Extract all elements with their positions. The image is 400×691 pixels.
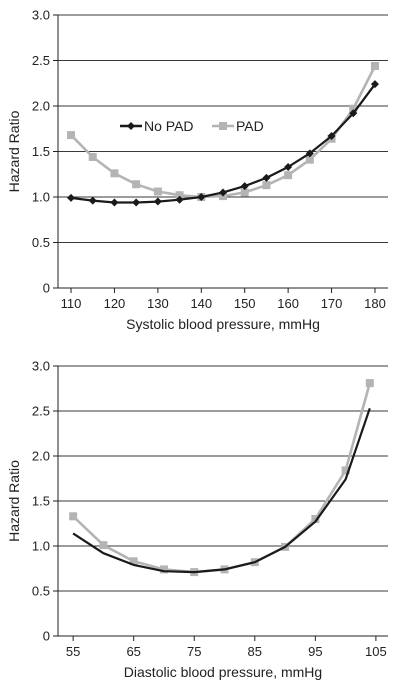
data-point bbox=[88, 152, 97, 161]
legend-marker bbox=[219, 122, 227, 130]
x-tick-label: 105 bbox=[365, 644, 387, 659]
data-point bbox=[349, 109, 358, 118]
y-tick-label: 0 bbox=[43, 281, 50, 296]
data-point bbox=[305, 149, 314, 158]
x-tick-label: 180 bbox=[364, 296, 386, 311]
series-pad bbox=[69, 379, 374, 577]
data-point bbox=[311, 515, 320, 523]
y-tick-label: 0 bbox=[43, 629, 50, 644]
x-tick-label: 130 bbox=[147, 296, 169, 311]
chart-diastolic: 0 0.5 1.0 1.5 2.0 2.5 3.0 55 65 75 85 95 105 Diastoli… bbox=[6, 359, 388, 680]
data-point bbox=[284, 162, 293, 171]
data-point bbox=[69, 512, 78, 521]
data-point bbox=[153, 187, 162, 196]
series-line bbox=[72, 407, 371, 574]
x-tick-label: 170 bbox=[321, 296, 343, 311]
x-tick-label: 160 bbox=[277, 296, 299, 311]
data-point bbox=[110, 198, 119, 207]
y-tick-label: 1.5 bbox=[32, 494, 50, 509]
data-point bbox=[175, 195, 184, 204]
series-line bbox=[70, 83, 376, 204]
x-axis-title: Diastolic blood pressure, mmHg bbox=[124, 664, 322, 680]
data-point bbox=[370, 80, 379, 89]
legend-item: No PAD bbox=[120, 118, 194, 134]
data-point bbox=[349, 104, 358, 113]
data-point bbox=[262, 181, 271, 190]
legend: No PAD PAD bbox=[120, 118, 264, 134]
gridlines bbox=[58, 14, 388, 243]
y-tick-label: 1.0 bbox=[32, 539, 50, 554]
x-tick-label: 120 bbox=[104, 296, 126, 311]
data-point bbox=[153, 197, 162, 206]
legend-item: PAD bbox=[212, 118, 264, 134]
x-tick-label: 150 bbox=[234, 296, 256, 311]
series-no-pad bbox=[67, 80, 379, 207]
data-point bbox=[132, 198, 141, 207]
data-point bbox=[219, 188, 227, 197]
series-pad bbox=[67, 61, 379, 201]
x-tick-label: 85 bbox=[248, 644, 262, 659]
data-point bbox=[284, 171, 293, 180]
series-line bbox=[72, 382, 372, 574]
data-point bbox=[67, 193, 76, 202]
legend-marker bbox=[127, 122, 135, 130]
data-point bbox=[305, 155, 314, 164]
y-tick-label: 2.0 bbox=[32, 99, 50, 114]
y-tick-label: 0.5 bbox=[32, 584, 50, 599]
data-point bbox=[240, 188, 249, 197]
data-point bbox=[197, 193, 206, 201]
data-point bbox=[262, 173, 271, 182]
series-no-pad bbox=[72, 407, 371, 574]
y-tick-label: 1.5 bbox=[32, 144, 50, 159]
data-point bbox=[341, 466, 350, 475]
y-tick-label: 2.5 bbox=[32, 53, 50, 68]
data-point bbox=[129, 557, 138, 566]
x-axis-title: Systolic blood pressure, mmHg bbox=[126, 316, 320, 332]
legend-label: No PAD bbox=[144, 118, 194, 134]
legend-label: PAD bbox=[236, 118, 264, 134]
gridlines bbox=[58, 365, 388, 592]
data-point bbox=[175, 191, 184, 200]
data-point bbox=[365, 379, 374, 388]
x-tick-label: 140 bbox=[190, 296, 212, 311]
x-tick-label: 75 bbox=[187, 644, 201, 659]
x-tick-label: 55 bbox=[66, 644, 80, 659]
y-tick-label: 3.0 bbox=[32, 8, 50, 23]
data-point bbox=[159, 565, 168, 574]
x-tick-label: 65 bbox=[126, 644, 140, 659]
data-point bbox=[132, 180, 141, 189]
chart-systolic: 0 0.5 1.0 1.5 2.0 2.5 3.0 110 120 130 140 150 160 170… bbox=[6, 8, 388, 332]
series-line bbox=[70, 65, 377, 199]
data-point bbox=[99, 541, 108, 550]
y-tick-label: 0.5 bbox=[32, 235, 50, 250]
y-axis-title: Hazard Ratio bbox=[6, 110, 22, 192]
y-axis-title: Hazard Ratio bbox=[6, 460, 22, 542]
data-point bbox=[67, 131, 76, 140]
y-tick-label: 3.0 bbox=[32, 359, 50, 374]
data-point bbox=[110, 169, 119, 178]
data-point bbox=[370, 61, 379, 70]
y-tick-label: 2.5 bbox=[32, 404, 50, 419]
x-tick-label: 110 bbox=[61, 296, 82, 311]
data-point bbox=[240, 182, 249, 191]
x-tick-label: 95 bbox=[308, 644, 322, 659]
y-tick-label: 2.0 bbox=[32, 449, 50, 464]
y-tick-label: 1.0 bbox=[32, 190, 50, 205]
data-point bbox=[88, 196, 97, 205]
data-point bbox=[327, 132, 336, 141]
